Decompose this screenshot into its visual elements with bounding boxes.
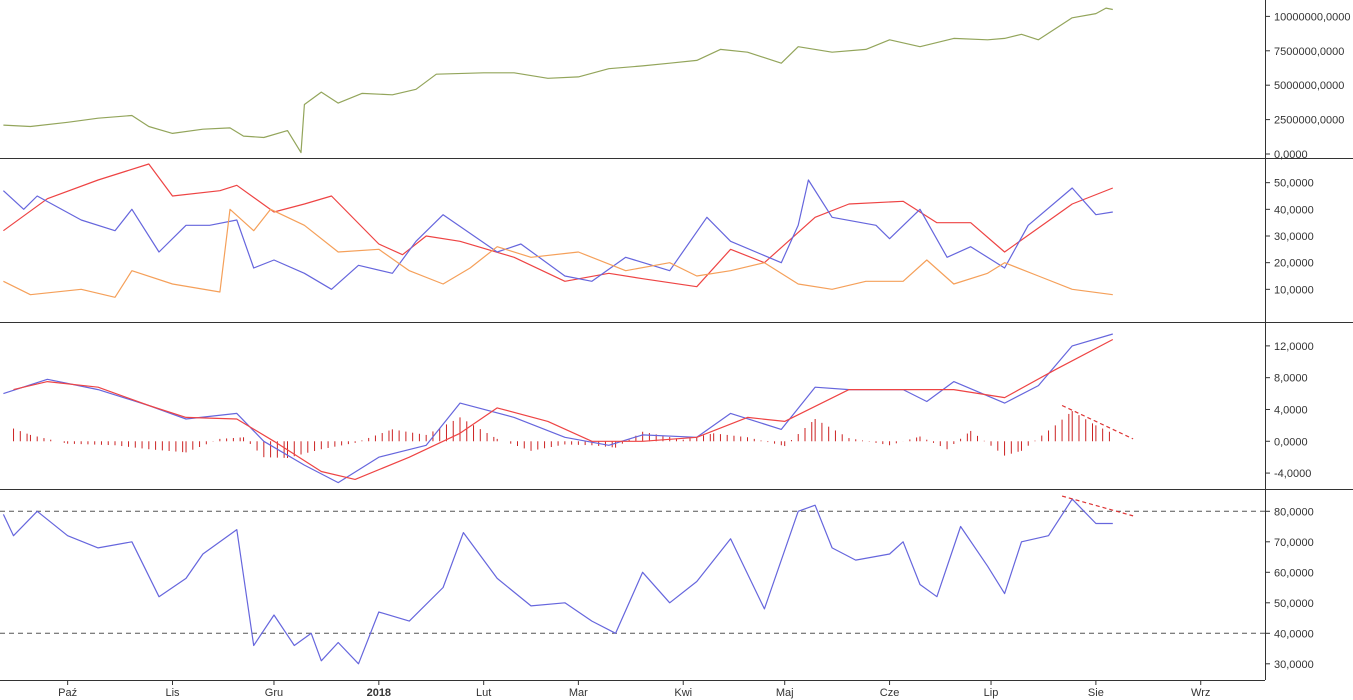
- y-tick-label: 20,0000: [1274, 258, 1314, 270]
- y-tick-label: 40,0000: [1274, 628, 1314, 640]
- y-tick-label: 30,0000: [1274, 659, 1314, 671]
- series-line-2: [13, 338, 1114, 480]
- x-axis: Paź Lis Gru 2018 Lut Mar Kwi Maj Cze Lip Sie Wrz: [58, 680, 1210, 699]
- y-tick-label: 5000000,0000: [1274, 80, 1344, 92]
- x-tick-label: Paź: [58, 687, 77, 699]
- series-line-3: [3, 208, 1113, 298]
- y-tick-label: 0,0000: [1274, 149, 1308, 161]
- trend-line: [1061, 404, 1134, 440]
- panel-volume: 10000000,0000 7500000,0000 5000000,0000 250…: [3, 7, 1350, 161]
- y-tick-label: 50,0000: [1274, 178, 1314, 190]
- x-tick-label: Lis: [165, 687, 180, 699]
- series-line-2: [2, 179, 1113, 290]
- y-tick-label: 2500000,0000: [1274, 115, 1344, 127]
- x-tick-label: Wrz: [1191, 687, 1210, 699]
- panel-macd: 12,0000 8,0000 4,0000 0,0000 -4,0000: [0, 322, 1353, 484]
- x-tick-label: Kwi: [674, 687, 692, 699]
- y-tick-label: 30,0000: [1274, 231, 1314, 243]
- series-line-1: [3, 163, 1114, 288]
- x-tick-label: 2018: [367, 687, 391, 699]
- series-line-1: [2, 498, 1113, 665]
- series-line-1: [3, 7, 1113, 154]
- panel-dmi: 50,0000 40,0000 30,0000 20,0000 10,0000: [0, 158, 1353, 298]
- trend-line: [1061, 495, 1134, 517]
- y-tick-label: 50,0000: [1274, 598, 1314, 610]
- y-tick-label: 40,0000: [1274, 204, 1314, 216]
- y-tick-label: 4,0000: [1274, 404, 1308, 416]
- y-tick-label: 0,0000: [1274, 436, 1308, 448]
- y-tick-label: 60,0000: [1274, 567, 1314, 579]
- y-tick-label: 70,0000: [1274, 537, 1314, 549]
- y-tick-label: 12,0000: [1274, 341, 1314, 353]
- y-tick-label: 80,0000: [1274, 506, 1314, 518]
- x-tick-label: Maj: [776, 687, 794, 699]
- x-tick-label: Mar: [569, 687, 588, 699]
- y-tick-label: 10,0000: [1274, 284, 1314, 296]
- y-tick-label: -4,0000: [1274, 468, 1311, 480]
- panel-rsi: 80,0000 70,0000 60,0000 50,0000 40,0000 30,00…: [0, 489, 1353, 671]
- series-line-1: [3, 333, 1113, 484]
- x-tick-label: Sie: [1088, 687, 1104, 699]
- x-tick-label: Gru: [265, 687, 283, 699]
- x-tick-label: Lut: [476, 687, 491, 699]
- y-tick-label: 8,0000: [1274, 373, 1308, 385]
- y-tick-label: 10000000,0000: [1274, 11, 1350, 23]
- x-tick-label: Lip: [984, 687, 999, 699]
- y-tick-label: 7500000,0000: [1274, 46, 1344, 58]
- x-tick-label: Cze: [880, 687, 900, 699]
